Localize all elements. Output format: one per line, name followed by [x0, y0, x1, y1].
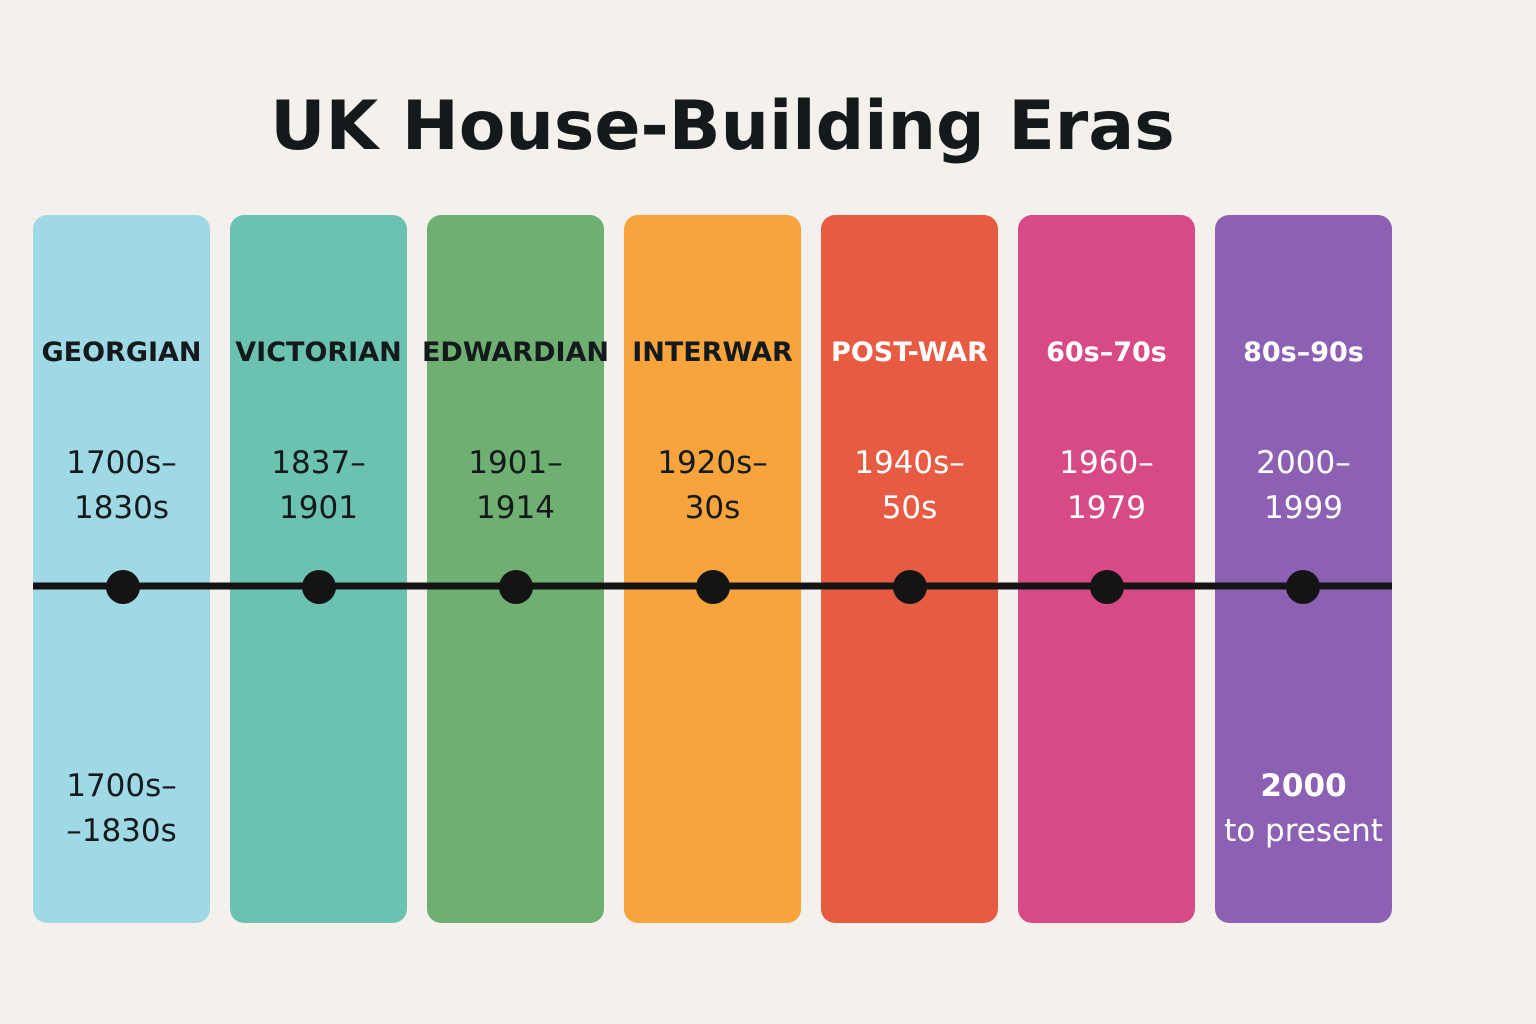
timeline-marker-80s-90s	[1286, 570, 1320, 604]
era-note-line2: –1830s	[66, 813, 177, 849]
era-range-start: 1960–	[1059, 445, 1154, 481]
era-note: 1700s– –1830s	[25, 764, 218, 854]
era-name: VICTORIAN	[235, 337, 402, 368]
timeline-marker-60s-70s	[1090, 570, 1124, 604]
page-title: UK House-Building Eras	[270, 87, 1175, 166]
era-card-victorian: VICTORIAN 1837– 1901	[230, 215, 407, 923]
era-card-edwardian: EDWARDIAN 1901– 1914	[422, 215, 609, 923]
era-note-line1: 1700s–	[66, 768, 177, 804]
era-range: 1960– 1979	[1018, 441, 1195, 531]
era-name: 60s–70s	[1046, 337, 1167, 368]
era-range-start: 1940s–	[854, 445, 965, 481]
era-range: 1920s– 30s	[624, 441, 801, 531]
era-card-post-war: POST-WAR 1940s– 50s	[821, 215, 998, 923]
era-note-line1: 2000	[1260, 768, 1347, 804]
era-range: 1837– 1901	[230, 441, 407, 531]
era-card-georgian: GEORGIAN 1700s– 1830s 1700s– –1830s	[33, 215, 210, 923]
era-name: GEORGIAN	[41, 337, 202, 368]
era-note-line2: to present	[1224, 813, 1383, 849]
timeline-marker-post-war	[893, 570, 927, 604]
era-range-end: 1830s	[73, 490, 170, 526]
era-card-80s-90s: 80s–90s 2000– 1999 2000 to present	[1215, 215, 1392, 923]
era-range-start: 1700s–	[66, 445, 177, 481]
timeline-marker-georgian	[106, 570, 140, 604]
era-range-start: 1837–	[271, 445, 366, 481]
era-range-start: 2000–	[1256, 445, 1351, 481]
timeline-marker-edwardian	[499, 570, 533, 604]
era-name: EDWARDIAN	[421, 337, 610, 368]
era-range: 1940s– 50s	[821, 441, 998, 531]
era-range-start: 1920s–	[657, 445, 768, 481]
era-range: 2000– 1999	[1215, 441, 1392, 531]
era-range-end: 1914	[476, 490, 555, 526]
era-range-end: 30s	[684, 490, 741, 526]
era-range-end: 1901	[279, 490, 358, 526]
era-name: INTERWAR	[632, 337, 793, 368]
era-card-interwar: INTERWAR 1920s– 30s	[624, 215, 801, 923]
era-range-end: 1999	[1264, 490, 1343, 526]
era-card-60s-70s: 60s–70s 1960– 1979	[1018, 215, 1195, 923]
timeline-marker-victorian	[302, 570, 336, 604]
era-range: 1700s– 1830s	[33, 441, 210, 531]
era-name: 80s–90s	[1243, 337, 1364, 368]
era-range-end: 50s	[881, 490, 938, 526]
era-name: POST-WAR	[831, 337, 988, 368]
timeline-marker-interwar	[696, 570, 730, 604]
era-range: 1901– 1914	[427, 441, 604, 531]
era-range-end: 1979	[1067, 490, 1146, 526]
era-note: 2000 to present	[1207, 764, 1400, 854]
era-range-start: 1901–	[468, 445, 563, 481]
